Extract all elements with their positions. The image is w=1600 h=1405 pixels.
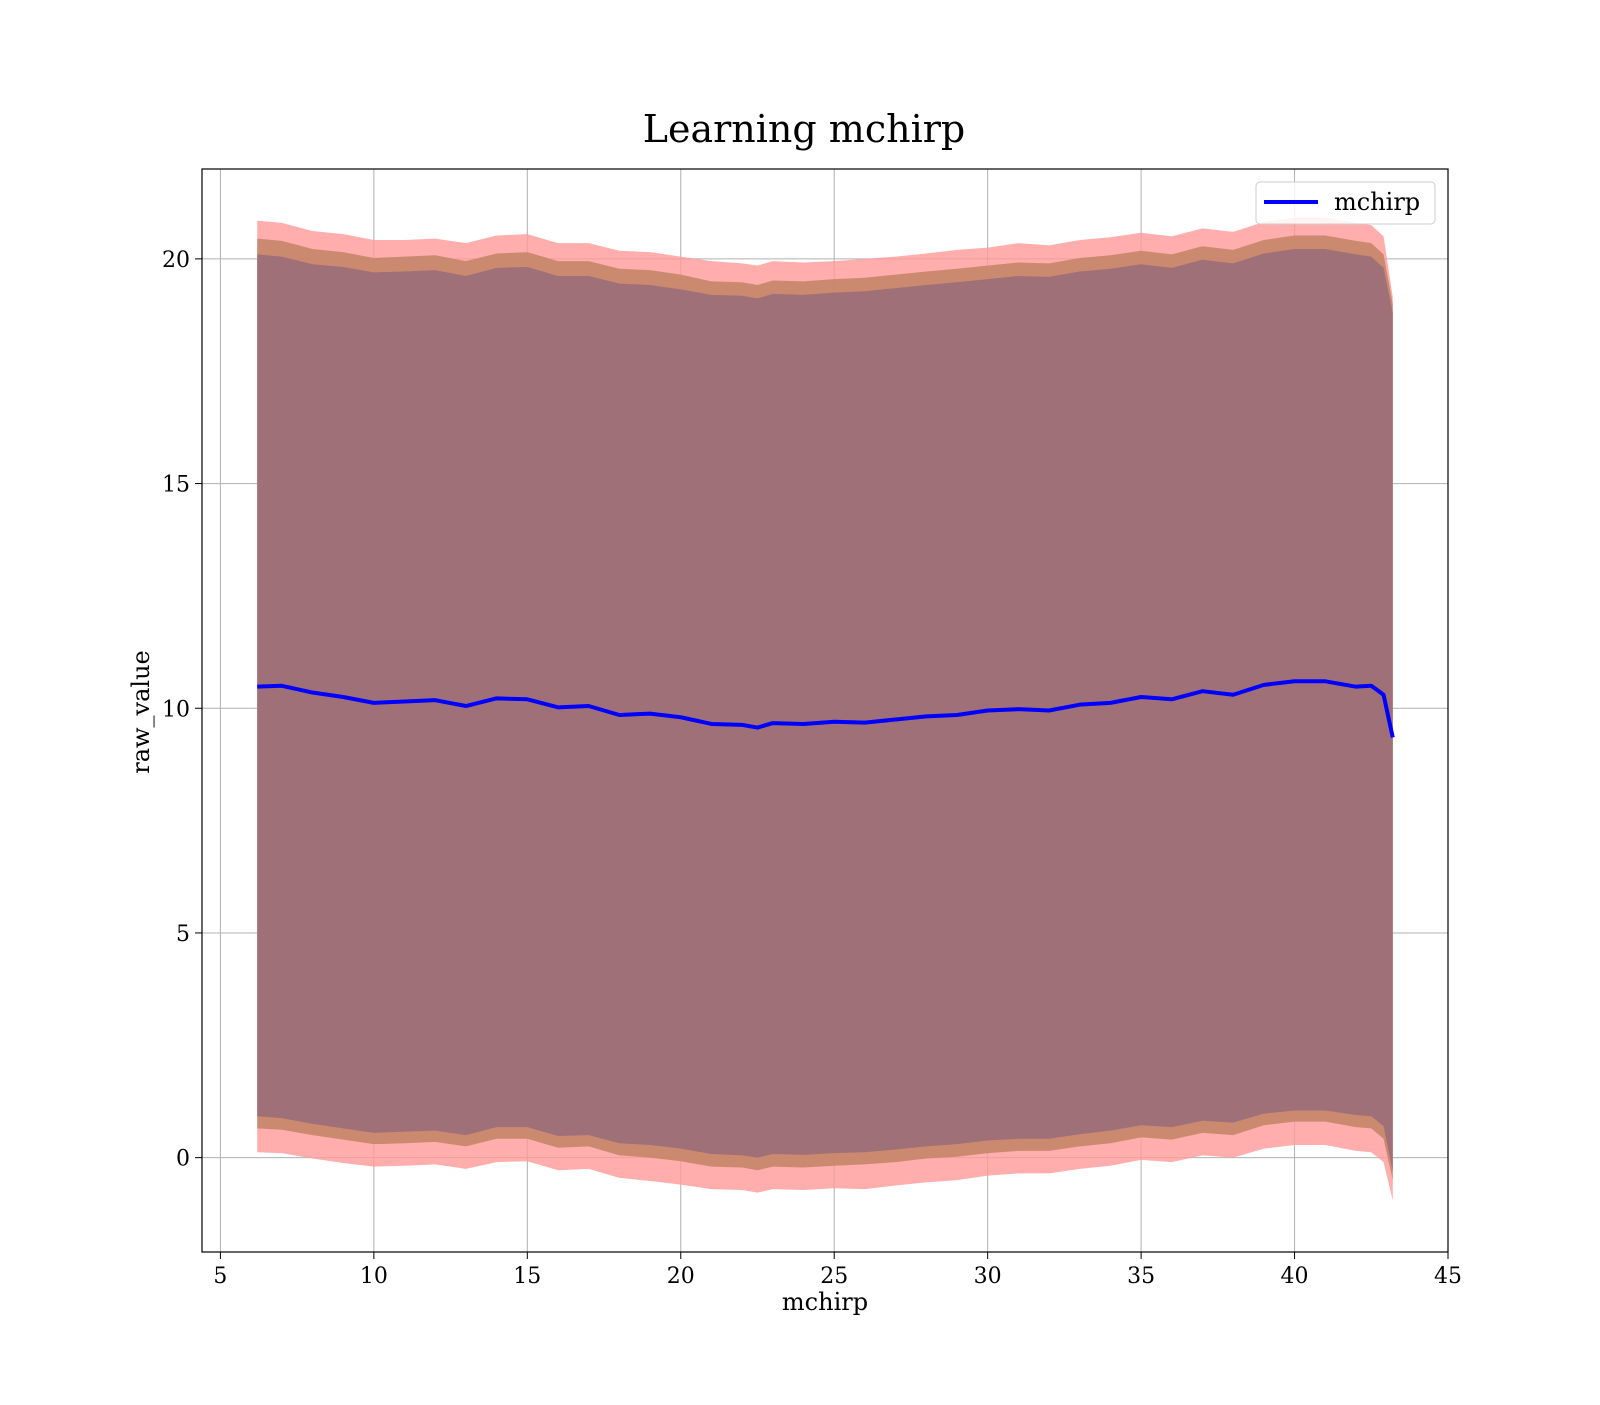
y-tick-label: 10 xyxy=(162,697,190,722)
x-tick-label: 35 xyxy=(1127,1264,1155,1289)
x-tick-label: 45 xyxy=(1434,1264,1462,1289)
legend[interactable]: mchirp xyxy=(1255,181,1436,225)
x-tick-label: 30 xyxy=(974,1264,1002,1289)
x-tick-label: 15 xyxy=(513,1264,541,1289)
series-lines xyxy=(257,679,1395,738)
y-axis-label: raw_value xyxy=(127,650,155,774)
x-tick-label: 40 xyxy=(1281,1264,1309,1289)
legend-label: mchirp xyxy=(1334,188,1420,216)
y-tick-label: 5 xyxy=(176,922,190,947)
band-inner xyxy=(257,248,1393,1172)
x-tick-label: 25 xyxy=(820,1264,848,1289)
y-tick-label: 20 xyxy=(162,248,190,273)
chart-title: Learning mchirp xyxy=(643,107,965,151)
x-axis-label: mchirp xyxy=(782,1288,868,1316)
x-tick-label: 5 xyxy=(213,1264,227,1289)
x-tick-label: 20 xyxy=(667,1264,695,1289)
y-tick-label: 0 xyxy=(176,1147,190,1172)
x-axis-ticks: 5 10 15 20 25 30 35 40 45 xyxy=(213,1252,1462,1289)
plot-frame xyxy=(201,168,1449,1253)
y-tick-label: 15 xyxy=(162,473,190,498)
y-axis-ticks: 0 5 10 15 20 xyxy=(162,248,202,1172)
legend-box xyxy=(1255,181,1436,225)
x-tick-label: 10 xyxy=(360,1264,388,1289)
series-line-mchirp xyxy=(257,679,1395,738)
confidence-bands xyxy=(257,217,1393,1201)
